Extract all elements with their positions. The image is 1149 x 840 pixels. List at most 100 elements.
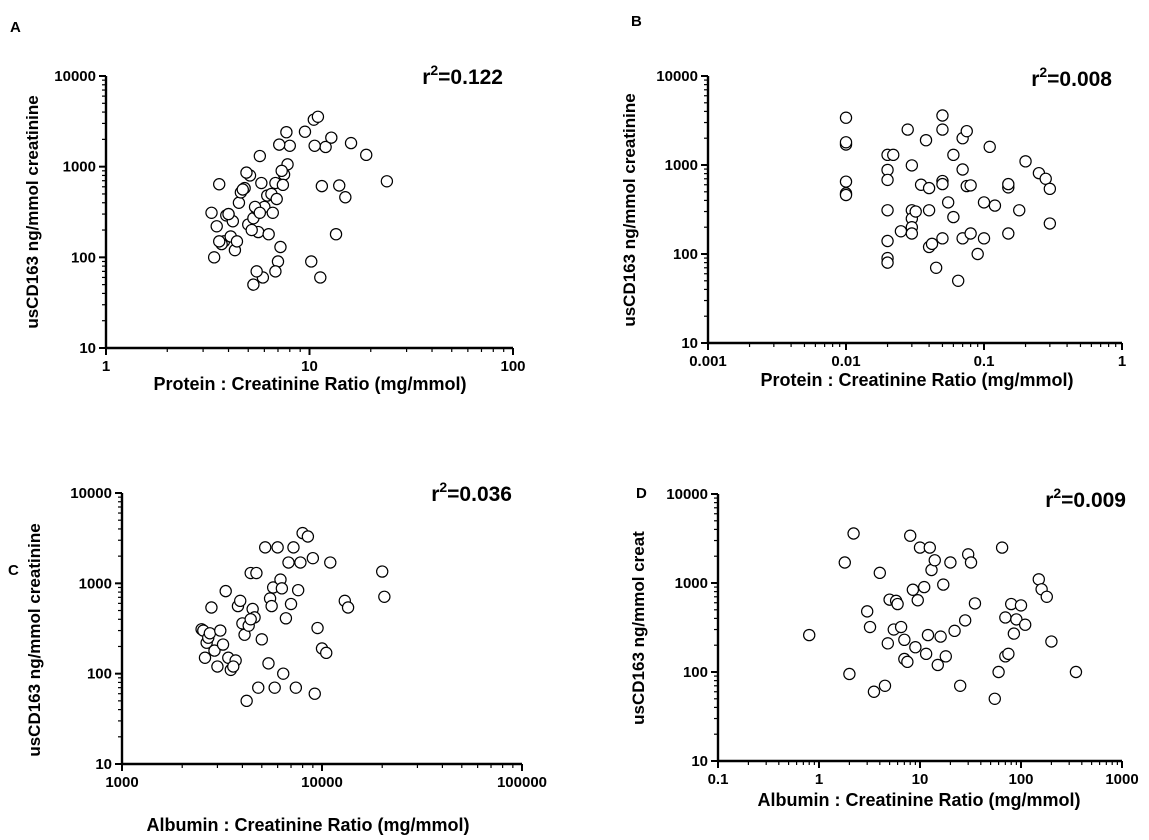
x-tick-label: 100000 <box>497 774 547 791</box>
data-point <box>937 578 950 591</box>
data-point <box>380 175 394 188</box>
data-point <box>277 667 290 680</box>
data-point <box>977 196 991 209</box>
data-point <box>203 627 217 640</box>
x-tick-label: 0.01 <box>831 353 860 370</box>
data-point <box>905 159 919 172</box>
data-point <box>207 251 221 264</box>
data-point <box>905 227 919 240</box>
r-squared-annotation: r2=0.036 <box>431 479 512 506</box>
data-point <box>901 123 914 136</box>
data-point <box>1018 618 1032 631</box>
data-point <box>250 566 263 580</box>
data-point <box>867 685 881 698</box>
data-point <box>929 261 943 274</box>
data-point <box>881 637 895 650</box>
data-point <box>964 227 977 240</box>
data-point <box>273 138 286 151</box>
data-point <box>360 148 373 162</box>
data-point <box>230 235 244 248</box>
data-point <box>983 140 996 154</box>
data-point <box>931 658 944 672</box>
x-tick-label: 10000 <box>301 774 343 791</box>
data-point <box>247 278 260 291</box>
data-point <box>244 613 257 626</box>
x-axis-title: Albumin : Creatinine Ratio (mg/mmol) <box>757 790 1080 810</box>
data-point <box>936 232 949 245</box>
data-point <box>894 620 908 634</box>
data-point <box>906 583 920 596</box>
data-point <box>860 605 874 618</box>
data-point <box>956 163 969 176</box>
data-point <box>971 247 984 261</box>
x-tick-label: 0.1 <box>974 353 995 370</box>
y-tick-label: 100 <box>683 664 708 681</box>
data-point <box>968 597 982 610</box>
data-point <box>995 541 1009 554</box>
data-point <box>213 178 226 191</box>
data-point <box>1043 217 1057 230</box>
x-tick-label: 0.1 <box>708 771 729 788</box>
y-tick-label: 10000 <box>666 486 708 503</box>
data-point <box>306 551 320 565</box>
data-point <box>276 178 290 192</box>
data-point <box>1013 204 1026 217</box>
data-point <box>988 199 1002 212</box>
data-point <box>1019 155 1032 168</box>
data-point <box>298 125 312 138</box>
data-point <box>301 530 315 543</box>
y-tick-label: 10 <box>95 756 112 773</box>
y-tick-label: 100 <box>673 246 698 263</box>
data-point <box>240 694 253 708</box>
data-point <box>881 234 894 248</box>
data-point <box>205 601 218 614</box>
data-point <box>839 175 853 188</box>
data-point <box>881 173 894 187</box>
data-point <box>291 583 305 597</box>
y-tick-label: 10 <box>681 335 698 352</box>
y-tick-label: 10000 <box>70 485 112 502</box>
data-point <box>992 665 1005 679</box>
data-point <box>279 612 293 625</box>
data-point <box>1002 177 1015 191</box>
data-point <box>274 240 287 254</box>
data-point <box>232 196 246 209</box>
panel-d: D 0.1 1 10 100 1000 10 100 1000 10000 Albumin : Cr… <box>629 485 1139 810</box>
data-point <box>324 556 337 569</box>
r-squared-exponent: 2 <box>439 479 447 495</box>
data-point <box>308 687 321 700</box>
data-point <box>847 527 860 540</box>
data-point <box>947 148 960 162</box>
data-point <box>964 179 977 192</box>
data-point <box>344 136 358 150</box>
data-point <box>341 601 355 614</box>
data-point <box>838 556 851 569</box>
data-point <box>289 681 303 694</box>
data-point <box>951 274 965 287</box>
data-point <box>988 692 1001 705</box>
data-point <box>934 630 947 643</box>
r-squared-base: r <box>431 483 439 506</box>
data-point <box>921 628 935 642</box>
data-point <box>283 139 296 152</box>
data-points <box>803 527 1083 705</box>
data-point <box>919 133 933 147</box>
panel-letter: B <box>631 13 642 30</box>
x-tick-label: 10 <box>912 771 929 788</box>
data-point <box>265 599 278 613</box>
data-point <box>378 590 391 603</box>
x-tick-label: 0.001 <box>689 353 727 370</box>
data-point <box>216 638 230 651</box>
data-point <box>911 594 924 607</box>
x-tick-label: 100 <box>1008 771 1033 788</box>
panel-b: B 0.001 0.01 0.1 1 10 100 1000 10000 Protein : Cr… <box>620 13 1126 390</box>
data-point <box>839 111 853 124</box>
data-point <box>222 207 235 221</box>
data-points <box>839 109 1057 287</box>
data-point <box>280 125 293 139</box>
data-point <box>922 204 936 217</box>
data-point <box>922 181 936 195</box>
data-point <box>964 556 978 569</box>
data-point <box>1040 590 1053 603</box>
